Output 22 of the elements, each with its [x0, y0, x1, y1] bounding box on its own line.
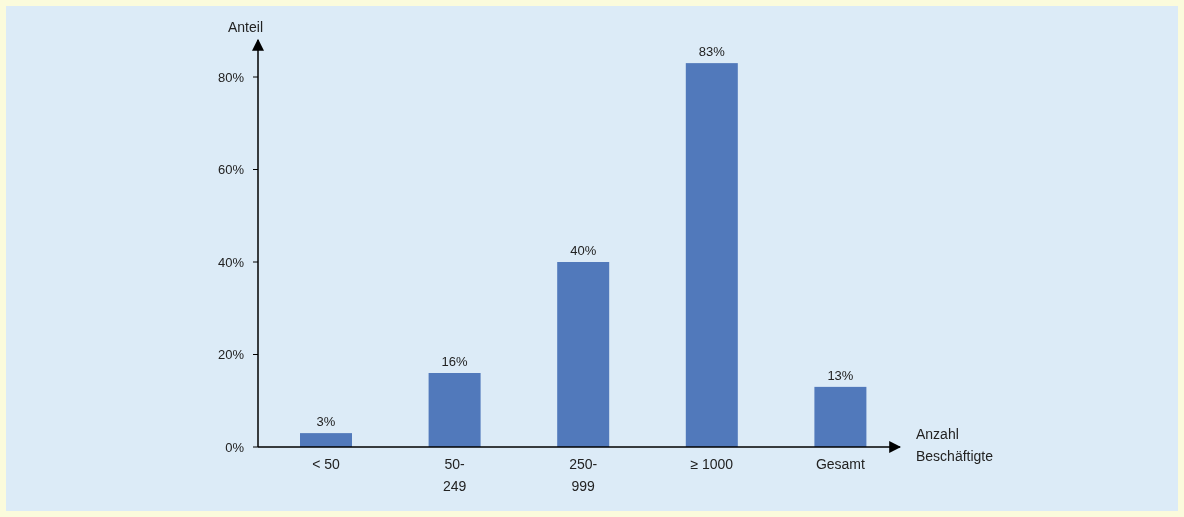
data-label: 13%: [827, 367, 854, 383]
bar: [685, 63, 738, 447]
y-tick-label: 60%: [217, 162, 245, 178]
x-tick-label: 250-999: [569, 456, 598, 494]
data-label: 83%: [698, 44, 726, 60]
x-tick-label: < 50: [312, 456, 341, 472]
bar: [557, 262, 610, 447]
data-label: 16%: [441, 354, 469, 369]
x-tick-label: 50-249: [442, 456, 467, 494]
bar: [300, 433, 352, 447]
y-tick-label: 0%: [225, 439, 245, 455]
data-label: 3%: [316, 414, 336, 430]
x-axis-title: Anzahl Beschäftigte: [916, 426, 994, 464]
bar: [428, 373, 481, 447]
bar: [814, 386, 867, 447]
x-tick-label: Gesamt: [815, 456, 866, 472]
y-tick-label: 20%: [217, 347, 245, 363]
x-tick-label: ≥ 1000: [690, 456, 734, 472]
y-axis-title: Anteil: [228, 19, 264, 35]
y-tick-label: 80%: [217, 69, 245, 85]
y-tick-label: 40%: [217, 254, 245, 270]
data-label: 40%: [570, 243, 597, 258]
